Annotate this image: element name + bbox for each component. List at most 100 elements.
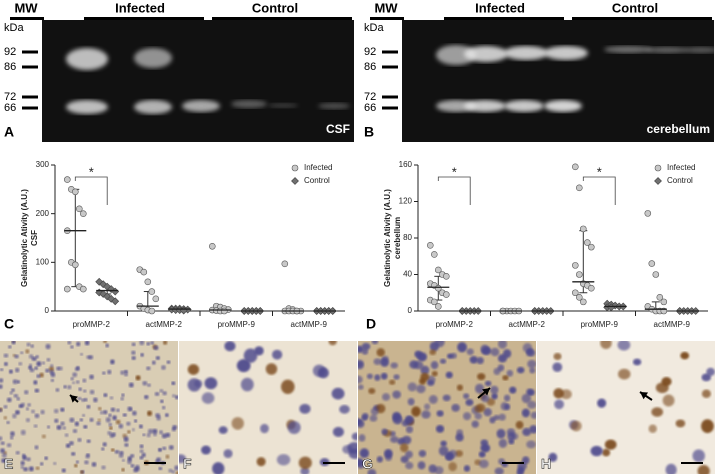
cell-nucleus (445, 371, 453, 379)
cell-nucleus (368, 388, 376, 394)
cell-nucleus (477, 373, 486, 381)
cell-nucleus (15, 450, 20, 455)
cell-nucleus (617, 341, 631, 351)
cell-nucleus (122, 413, 127, 417)
cell-nucleus (299, 403, 311, 414)
cell-nucleus (0, 384, 3, 389)
cell-nucleus (201, 392, 215, 404)
cell-nucleus (393, 374, 400, 380)
cell-nucleus (516, 470, 524, 474)
cell-nucleus (392, 390, 402, 399)
cell-nucleus (162, 391, 167, 396)
cell-nucleus (407, 397, 415, 406)
gel-header-infected: Infected (475, 0, 525, 15)
cell-nucleus (142, 380, 148, 386)
mw-marker-label: 86 (4, 61, 16, 73)
panel-letter: B (364, 124, 374, 140)
cell-nucleus (130, 454, 135, 458)
significance-star: * (89, 164, 94, 179)
data-point (426, 242, 434, 249)
cell-nucleus (36, 361, 42, 367)
cell-nucleus (133, 467, 138, 473)
cell-nucleus (75, 460, 79, 464)
cell-nucleus (131, 342, 136, 347)
cell-nucleus (89, 389, 95, 395)
cell-nucleus (491, 393, 498, 400)
cell-nucleus (160, 399, 164, 404)
cell-nucleus (79, 418, 84, 422)
cell-nucleus (110, 407, 116, 412)
cell-nucleus (381, 428, 388, 436)
cell-nucleus (25, 407, 29, 411)
cell-nucleus (632, 358, 642, 366)
cell-nucleus (69, 441, 74, 446)
legend-marker (291, 177, 299, 185)
cell-nucleus (474, 383, 485, 394)
cell-nucleus (124, 443, 129, 447)
cell-nucleus (121, 393, 125, 397)
cell-nucleus (72, 428, 78, 434)
y-axis-sublabel: cerebellum (393, 217, 402, 259)
cell-nucleus (10, 431, 15, 437)
cell-nucleus (70, 345, 74, 349)
cell-nucleus (142, 433, 146, 437)
cell-nucleus (53, 408, 59, 414)
cell-nucleus (172, 394, 176, 398)
cell-nucleus (1, 458, 7, 463)
cell-nucleus (20, 402, 25, 407)
cell-nucleus (64, 433, 69, 437)
cell-nucleus (243, 348, 258, 363)
cell-nucleus (448, 461, 457, 472)
gel-header-infected: Infected (115, 0, 165, 15)
data-point (430, 251, 438, 258)
cell-nucleus (522, 427, 532, 437)
cell-nucleus (416, 384, 426, 394)
cell-nucleus (498, 438, 508, 448)
cell-nucleus (521, 408, 530, 418)
cell-nucleus (390, 436, 399, 443)
legend-label: Infected (667, 163, 695, 172)
y-tick-label: 160 (399, 160, 413, 169)
cell-nucleus (159, 430, 163, 435)
cell-nucleus (530, 411, 536, 419)
cell-nucleus (490, 385, 499, 395)
data-point (72, 188, 79, 196)
cell-nucleus (474, 412, 483, 420)
data-point (148, 307, 156, 315)
cell-nucleus (76, 341, 81, 347)
header-bar (572, 17, 712, 20)
cell-nucleus (119, 450, 124, 455)
data-point (144, 278, 152, 286)
cell-nucleus (417, 352, 428, 362)
cell-nucleus (553, 352, 562, 361)
cell-nucleus (151, 360, 156, 365)
cell-nucleus (421, 410, 431, 419)
gel-band (544, 100, 582, 112)
micrograph-image (0, 341, 178, 474)
cell-nucleus (358, 375, 363, 384)
cell-nucleus (155, 356, 161, 360)
cell-nucleus (8, 345, 12, 349)
mw-marker-tick (382, 50, 398, 54)
cell-nucleus (434, 341, 445, 348)
cell-nucleus (521, 393, 532, 404)
cell-nucleus (697, 464, 710, 474)
cell-nucleus (455, 450, 464, 457)
cell-nucleus (463, 465, 471, 472)
x-tick-label: actMMP-2 (509, 320, 546, 329)
cell-nucleus (168, 468, 173, 473)
x-tick-label: proMMP-2 (73, 320, 111, 329)
cell-nucleus (146, 366, 151, 371)
cell-nucleus (427, 379, 435, 387)
cell-nucleus (30, 344, 34, 348)
cell-nucleus (56, 425, 62, 430)
gel-band (544, 46, 588, 60)
y-tick-label: 80 (403, 233, 412, 242)
cell-nucleus (60, 421, 65, 426)
cell-nucleus (367, 468, 377, 474)
cell-nucleus (483, 408, 492, 417)
cell-nucleus (28, 365, 33, 370)
data-point (442, 291, 450, 298)
data-point (72, 261, 79, 269)
